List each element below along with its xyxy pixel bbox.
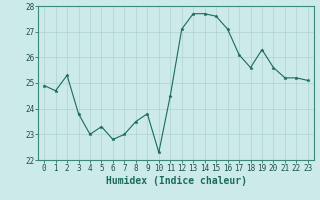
X-axis label: Humidex (Indice chaleur): Humidex (Indice chaleur) [106,176,246,186]
